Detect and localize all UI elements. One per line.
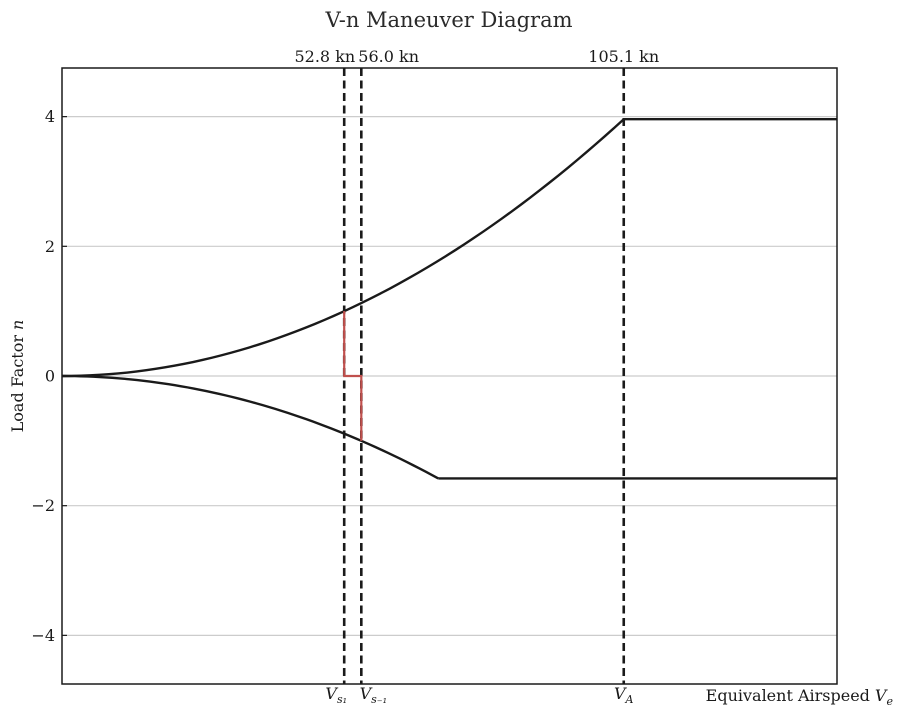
y-tick-label: 0: [45, 367, 55, 386]
axis-label-subscript: s₋₁: [371, 693, 387, 706]
y-tick-label: −4: [31, 626, 55, 645]
negative-stall-curve-line: [61, 374, 439, 480]
y-axis-ticks: 4 2 0 −2 −4: [31, 107, 67, 645]
grid-layer: [62, 116, 837, 636]
y-axis-label-text: Load Factor: [8, 335, 27, 433]
axis-label-subscript: A: [625, 693, 634, 706]
axis-label-symbol: V: [360, 684, 373, 703]
x-axis-label-text: Equivalent Airspeed: [706, 686, 870, 705]
axis-label-symbol: V: [614, 684, 627, 703]
axis-label-subscript: s₁: [337, 693, 347, 706]
speed-marker-axis-label: Vs₁: [325, 684, 347, 706]
y-tick-label: 4: [45, 107, 55, 126]
speed-marker-top-label: 52.8 kn: [294, 47, 355, 66]
y-axis-label: Load Factor n: [8, 320, 27, 433]
positive-stall-curve-line: [61, 118, 625, 378]
x-axis-label-symbol: V: [875, 686, 888, 705]
x-axis-label-subscript: e: [886, 695, 893, 708]
speed-marker-axis-label: Vs₋₁: [360, 684, 387, 706]
speed-marker-top-label: 105.1 kn: [588, 47, 659, 66]
speed-marker-top-label: 56.0 kn: [358, 47, 419, 66]
series-layer: [61, 118, 837, 480]
y-axis-label-symbol: n: [8, 320, 27, 330]
y-tick-label: 2: [45, 237, 55, 256]
speed-marker-axis-label: VA: [614, 684, 634, 706]
axis-labels: Load Factor n Equivalent Airspeed Ve 52.8 …: [8, 47, 893, 708]
stall-boundary-line: [343, 311, 363, 441]
x-axis-label: Equivalent Airspeed Ve: [706, 686, 894, 708]
chart-title: V-n Maneuver Diagram: [324, 8, 572, 32]
y-tick-label: −2: [31, 496, 55, 515]
axis-label-symbol: V: [325, 684, 338, 703]
